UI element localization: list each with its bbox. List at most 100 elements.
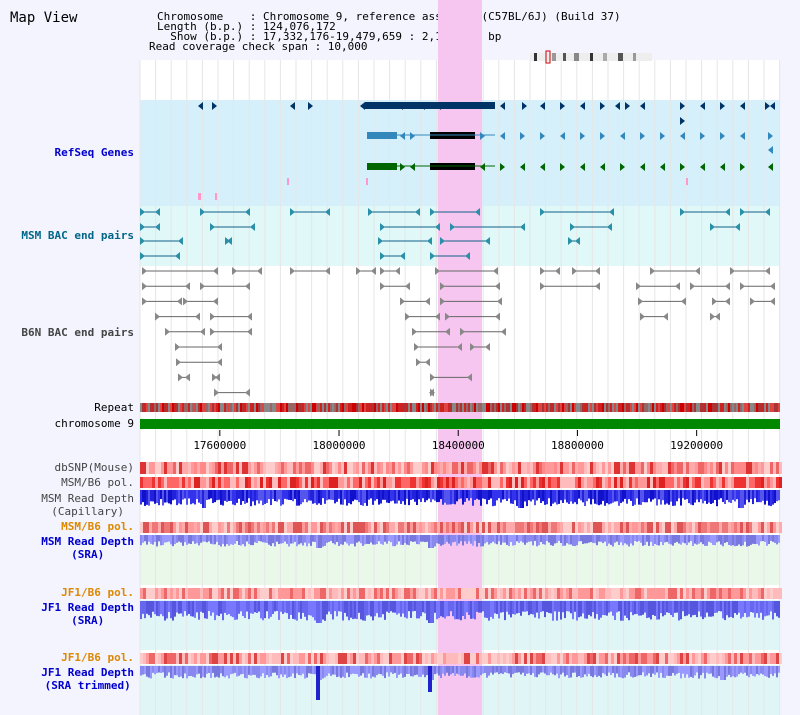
track-label-jf1-b6-pol-1[interactable]: JF1/B6 pol. [61, 586, 134, 599]
heat-cell [491, 522, 494, 533]
track-label-msm-depth-sra[interactable]: MSM Read Depth (SRA) [41, 535, 134, 561]
heat-cell [608, 588, 611, 599]
track-label-refseq[interactable]: RefSeq Genes [54, 146, 134, 159]
depth-bar [754, 666, 756, 677]
repeat-segment [352, 403, 354, 412]
heat-cell [425, 462, 428, 474]
heat-cell [572, 588, 575, 599]
repeat-segment [486, 403, 488, 412]
depth-bar [638, 666, 640, 676]
depth-bar [512, 601, 514, 615]
depth-bar [778, 535, 780, 543]
heat-cell [212, 462, 215, 474]
depth-bar [250, 601, 252, 614]
depth-bar [732, 666, 734, 677]
heat-cell [497, 477, 500, 488]
track-label-msm-b6-pol-2[interactable]: MSM/B6 pol. [61, 520, 134, 533]
repeat-segment [468, 403, 470, 412]
depth-bar [252, 601, 254, 614]
heat-cell [164, 653, 167, 664]
depth-bar [404, 601, 406, 618]
heat-cell [719, 477, 722, 488]
heat-cell [470, 477, 473, 488]
heat-cell [314, 462, 317, 474]
depth-bar [622, 490, 624, 502]
depth-bar [386, 535, 388, 544]
depth-bar [302, 490, 304, 503]
repeat-segment [320, 403, 322, 412]
repeat-segment [638, 403, 640, 412]
depth-bar [618, 490, 620, 506]
track-label-b6n-bac[interactable]: B6N BAC end pairs [21, 326, 134, 339]
depth-bar [654, 666, 656, 675]
repeat-segment [202, 403, 204, 412]
heat-cell [299, 522, 302, 533]
repeat-segment [196, 403, 198, 412]
heat-cell [752, 588, 755, 599]
depth-bar [304, 666, 306, 679]
heat-cell [377, 477, 380, 488]
depth-bar [636, 535, 638, 542]
heat-cell [398, 462, 401, 474]
heat-cell [224, 522, 227, 533]
track-label-msm-b6-pol-1[interactable]: MSM/B6 pol. [61, 476, 134, 489]
heat-cell [653, 522, 656, 533]
gene-arrow [740, 163, 745, 171]
depth-bar [626, 666, 628, 675]
depth-bar [352, 490, 354, 502]
heat-cell [275, 588, 278, 599]
heat-cell [338, 522, 341, 533]
depth-bar [360, 490, 362, 506]
depth-bar [392, 666, 394, 674]
depth-bar [598, 666, 600, 676]
depth-bar [656, 535, 658, 546]
bac-end [175, 252, 180, 260]
depth-bar [274, 666, 276, 673]
heat-cell [659, 522, 662, 533]
depth-bar [482, 535, 484, 547]
heat-cell [212, 588, 215, 599]
track-label-jf1-depth-sra[interactable]: JF1 Read Depth (SRA) [41, 601, 134, 627]
depth-bar [220, 490, 222, 505]
bac-end [735, 223, 740, 231]
heat-cell [779, 462, 782, 474]
depth-bar [504, 601, 506, 621]
repeat-segment [548, 403, 550, 412]
depth-bar [178, 490, 180, 504]
heat-cell [353, 477, 356, 488]
heat-cell [422, 653, 425, 664]
depth-bar [248, 666, 250, 675]
depth-bar [430, 535, 432, 548]
track-label-msm-bac[interactable]: MSM BAC end pairs [21, 229, 134, 242]
ideogram-band [590, 53, 593, 61]
repeat-segment [550, 403, 552, 412]
track-label-dbsnp[interactable]: dbSNP(Mouse) [54, 461, 134, 474]
heat-cell [194, 522, 197, 533]
track-label-jf1-depth-trimmed[interactable]: JF1 Read Depth (SRA trimmed) [41, 666, 134, 692]
heat-cell [386, 477, 389, 488]
depth-bar [408, 535, 410, 546]
heat-cell [704, 653, 707, 664]
depth-bar [508, 490, 510, 499]
depth-bar [558, 666, 560, 679]
bac-end [485, 343, 490, 351]
track-label-msm-depth-capillary[interactable]: MSM Read Depth (Capillary) [41, 492, 134, 518]
heat-cell [284, 653, 287, 664]
bac-end [414, 343, 419, 351]
depth-bar [698, 666, 700, 679]
heat-cell [731, 588, 734, 599]
depth-bar [388, 666, 390, 677]
heat-cell [428, 653, 431, 664]
heat-cell [680, 477, 683, 488]
heat-cell [560, 588, 563, 599]
depth-bar [646, 666, 648, 676]
heat-cell [488, 653, 491, 664]
heat-cell [764, 462, 767, 474]
heat-cell [419, 477, 422, 488]
repeat-segment [214, 403, 216, 412]
depth-bar [542, 666, 544, 673]
heat-cell [485, 522, 488, 533]
heat-cell [458, 477, 461, 488]
track-label-jf1-b6-pol-2[interactable]: JF1/B6 pol. [61, 651, 134, 664]
